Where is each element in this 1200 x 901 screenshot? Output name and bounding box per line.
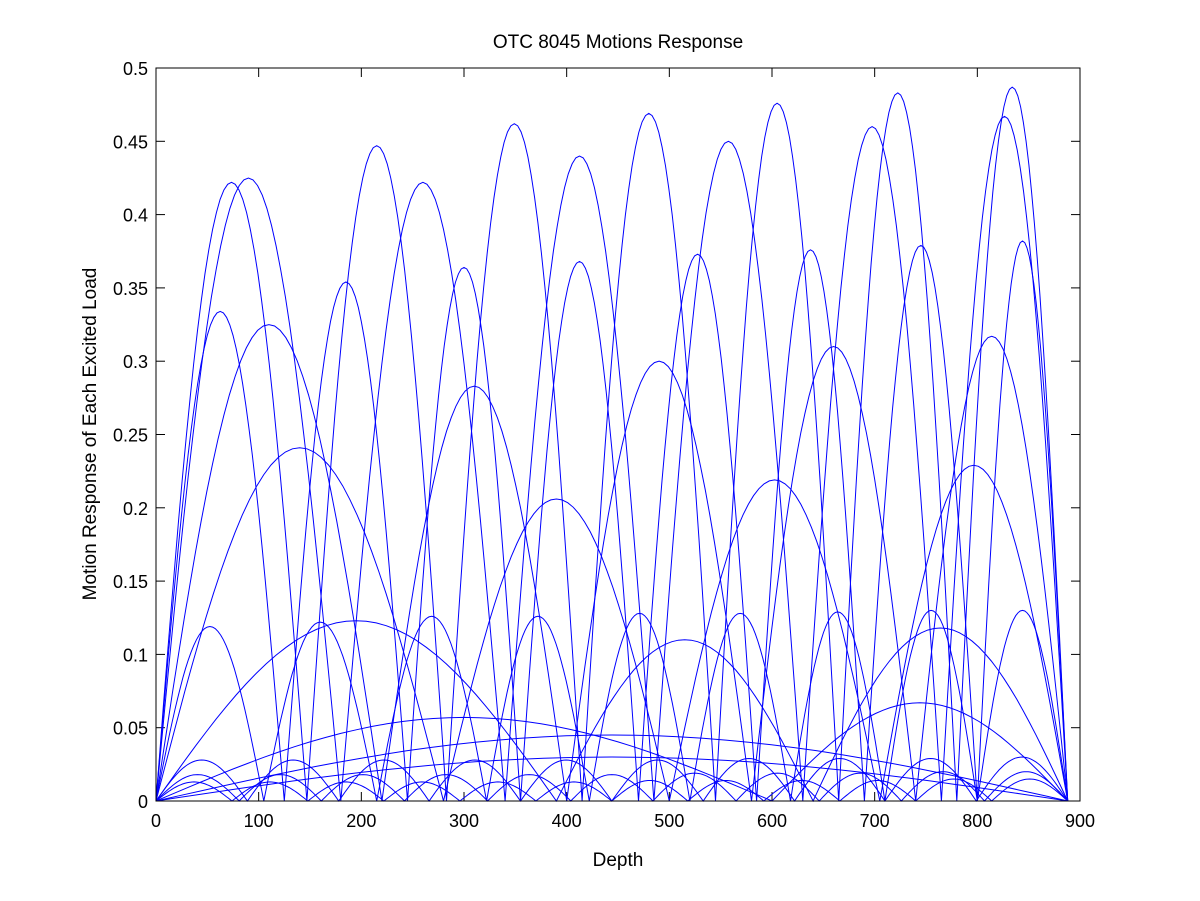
series-line-mode-9: [155, 609, 1069, 802]
x-tick-label: 800: [962, 811, 992, 831]
series-line-mode-8: [155, 240, 1069, 802]
x-tick-label: 900: [1065, 811, 1095, 831]
x-axis-label: Depth: [593, 850, 644, 871]
series-line-mode-1b: [155, 756, 1068, 802]
y-tick-label: 0.45: [113, 132, 148, 152]
y-tick-label: 0.25: [113, 426, 148, 446]
chart-title: OTC 8045 Motions Response: [493, 32, 743, 53]
y-tick-label: 0.1: [123, 645, 148, 665]
x-tick-label: 300: [449, 811, 479, 831]
y-tick-label: 0.05: [113, 719, 148, 739]
y-tick-label: 0.35: [113, 279, 148, 299]
y-tick-label: 0.4: [123, 206, 148, 226]
axes-box: [155, 67, 1081, 802]
x-tick-label: 400: [552, 811, 582, 831]
series-line-mode-2: [155, 702, 1069, 802]
y-tick-label: 0.15: [113, 572, 148, 592]
x-tick-label: 600: [757, 811, 787, 831]
series-line-mode-6: [155, 115, 1069, 802]
series-line-mode-12: [155, 778, 1069, 802]
y-tick-label: 0.2: [123, 499, 148, 519]
series-line-mode-11: [155, 771, 1069, 802]
x-tick-label: 0: [151, 811, 161, 831]
series-line-mode-10: [155, 756, 1069, 802]
y-tick-label: 0.5: [123, 59, 148, 79]
y-tick-label: 0.3: [123, 352, 148, 372]
x-tick-label: 200: [346, 811, 376, 831]
y-tick-label: 0: [138, 792, 148, 812]
x-tick-label: 700: [860, 811, 890, 831]
x-tick-label: 100: [244, 811, 274, 831]
x-tick-label: 500: [654, 811, 684, 831]
series-line-mode-7: [155, 86, 1069, 802]
series-line-mode-1: [155, 734, 1068, 802]
series-line-mode-5: [155, 324, 1069, 802]
y-axis-label: Motion Response of Each Excited Load: [80, 268, 101, 601]
